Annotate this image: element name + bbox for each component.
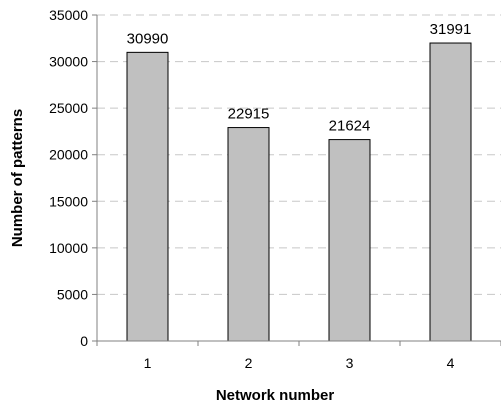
bar-3 bbox=[328, 139, 371, 342]
bar-1 bbox=[126, 51, 169, 342]
bar-2 bbox=[227, 127, 270, 342]
x-axis-title: Network number bbox=[216, 387, 335, 404]
bar-4 bbox=[429, 42, 472, 342]
y-tick-label-10000: 10000 bbox=[49, 240, 88, 256]
data-labels: 30990 22915 21624 31991 bbox=[127, 21, 472, 135]
y-tick-label-30000: 30000 bbox=[49, 54, 88, 70]
x-tick-label-2: 2 bbox=[245, 355, 253, 371]
axes: 0 5000 10000 15000 20000 25000 30000 35000 1 2 3 4 bbox=[49, 7, 501, 371]
y-tick-label-20000: 20000 bbox=[49, 147, 88, 163]
x-tick-label-4: 4 bbox=[447, 355, 455, 371]
y-tick-label-0: 0 bbox=[80, 333, 88, 349]
bars bbox=[126, 42, 472, 342]
data-label-3: 21624 bbox=[329, 118, 371, 135]
x-tick-label-3: 3 bbox=[346, 355, 354, 371]
y-tick-label-35000: 35000 bbox=[49, 7, 88, 23]
y-tick-label-15000: 15000 bbox=[49, 193, 88, 209]
y-axis-title: Number of patterns bbox=[9, 109, 26, 247]
x-tick-label-1: 1 bbox=[144, 355, 152, 371]
data-label-1: 30990 bbox=[127, 30, 169, 47]
y-tick-label-5000: 5000 bbox=[57, 286, 88, 302]
y-tick-label-25000: 25000 bbox=[49, 100, 88, 116]
data-label-2: 22915 bbox=[228, 106, 270, 123]
data-label-4: 31991 bbox=[430, 21, 472, 38]
